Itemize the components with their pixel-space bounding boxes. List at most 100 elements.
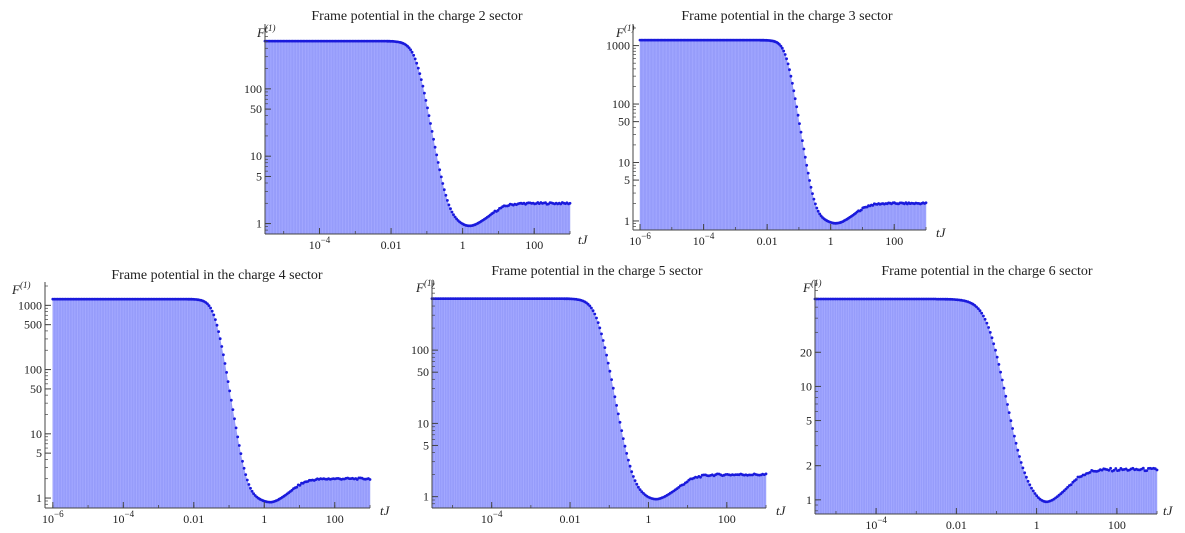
fill-lines (264, 41, 571, 234)
data-point (1026, 479, 1030, 483)
data-point (249, 486, 252, 490)
data-point (803, 155, 807, 159)
data-point (1035, 494, 1039, 498)
data-point (603, 346, 607, 349)
data-point (1074, 478, 1078, 481)
x-axis-label: tJ (936, 225, 947, 240)
y-tick-label: 5 (806, 414, 812, 428)
data-point (623, 444, 627, 448)
data-point (588, 304, 592, 308)
data-point (222, 353, 225, 357)
y-tick-label: 1 (256, 217, 262, 231)
data-point (801, 139, 804, 143)
data-point (1007, 411, 1011, 414)
fill-lines (639, 40, 927, 230)
y-tick-label: 1 (423, 490, 429, 504)
area-fill (640, 40, 926, 230)
data-point (421, 84, 425, 88)
data-point (600, 332, 603, 336)
data-point (796, 113, 800, 117)
data-point (635, 482, 639, 486)
data-point (792, 89, 796, 93)
data-point (413, 57, 417, 61)
area-fill (265, 41, 570, 234)
data-point (218, 337, 222, 341)
data-point (416, 66, 420, 70)
fill-lines (814, 299, 1158, 514)
data-point (247, 483, 251, 486)
data-point (815, 206, 819, 210)
data-point (814, 202, 817, 206)
data-point (764, 472, 768, 476)
y-tick-label: 10 (250, 149, 262, 163)
data-point (449, 207, 452, 211)
data-point (1016, 448, 1020, 452)
fill-lines (52, 299, 371, 508)
data-point (412, 53, 416, 57)
data-point (812, 197, 816, 201)
data-point (976, 307, 980, 310)
data-point (1088, 471, 1092, 474)
data-point (788, 68, 791, 72)
data-point (452, 213, 455, 217)
y-tick-label: 100 (411, 343, 429, 357)
y-tick-label: 5 (36, 446, 42, 460)
data-point (1028, 483, 1032, 487)
data-point (1006, 403, 1009, 406)
x-tick-label: 100 (525, 238, 543, 252)
data-point (233, 417, 236, 421)
data-point (209, 306, 213, 310)
data-point (407, 46, 411, 50)
data-point (795, 105, 799, 109)
data-series (430, 297, 768, 501)
data-point (439, 175, 443, 179)
data-point (620, 429, 624, 432)
data-point (596, 321, 600, 324)
x-tick-label: 0.01 (757, 234, 778, 248)
data-point (220, 345, 224, 348)
data-point (225, 371, 229, 374)
x-tick-label: 1 (261, 512, 267, 526)
data-point (685, 480, 689, 484)
data-point (206, 302, 209, 306)
data-point (999, 370, 1002, 374)
y-tick-label: 2 (806, 459, 812, 473)
data-point (1066, 485, 1069, 489)
data-point (802, 147, 806, 151)
data-point (990, 336, 994, 340)
y-tick-label: 5 (624, 173, 630, 187)
x-tick-label: 1 (1034, 518, 1040, 532)
y-tick-label: 1000 (606, 39, 630, 53)
data-point (859, 208, 863, 212)
data-point (785, 57, 788, 61)
data-point (616, 412, 620, 416)
data-point (214, 318, 217, 321)
data-point (252, 492, 256, 495)
data-point (415, 61, 419, 65)
data-point (606, 361, 610, 365)
x-tick-label: 0.01 (560, 512, 581, 526)
data-point (613, 395, 617, 399)
data-point (441, 182, 445, 185)
data-point (424, 99, 428, 102)
data-point (608, 369, 612, 373)
data-point (1069, 483, 1073, 486)
data-point (985, 321, 989, 325)
data-point (453, 215, 457, 219)
y-axis-label: F(1) (802, 278, 821, 295)
x-tick-label: 10−4 (113, 509, 135, 526)
data-point (435, 153, 439, 157)
data-point (423, 91, 426, 95)
data-point (783, 53, 787, 56)
chart-title: Frame potential in the charge 3 sector (681, 9, 893, 24)
data-point (427, 114, 431, 117)
y-tick-label: 20 (800, 345, 812, 359)
data-point (447, 203, 451, 207)
data-point (1030, 486, 1033, 490)
data-point (995, 355, 999, 359)
data-point (444, 193, 448, 197)
y-tick-label: 5 (423, 438, 429, 452)
data-point (298, 483, 302, 487)
data-point (1014, 441, 1018, 445)
data-point (997, 363, 1001, 366)
